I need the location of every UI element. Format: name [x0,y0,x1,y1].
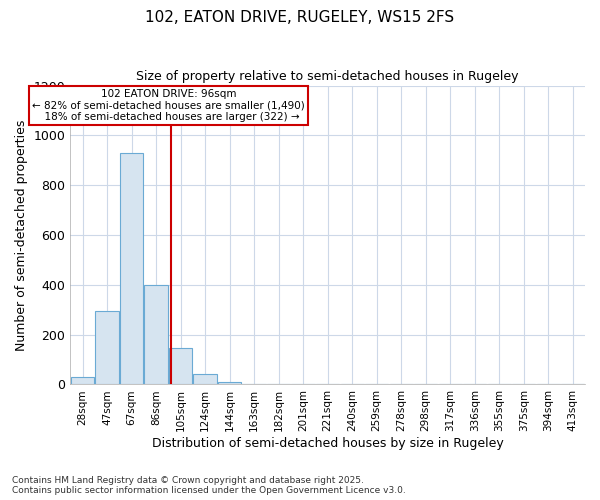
Y-axis label: Number of semi-detached properties: Number of semi-detached properties [15,120,28,350]
Bar [95,311,119,384]
Bar [169,348,192,384]
Bar [71,377,94,384]
Text: 102 EATON DRIVE: 96sqm
← 82% of semi-detached houses are smaller (1,490)
  18% o: 102 EATON DRIVE: 96sqm ← 82% of semi-det… [32,89,305,122]
X-axis label: Distribution of semi-detached houses by size in Rugeley: Distribution of semi-detached houses by … [152,437,503,450]
Title: Size of property relative to semi-detached houses in Rugeley: Size of property relative to semi-detach… [136,70,519,83]
Text: 102, EATON DRIVE, RUGELEY, WS15 2FS: 102, EATON DRIVE, RUGELEY, WS15 2FS [145,10,455,25]
Text: Contains HM Land Registry data © Crown copyright and database right 2025.
Contai: Contains HM Land Registry data © Crown c… [12,476,406,495]
Bar [120,153,143,384]
Bar [218,382,241,384]
Bar [193,374,217,384]
Bar [145,285,168,384]
